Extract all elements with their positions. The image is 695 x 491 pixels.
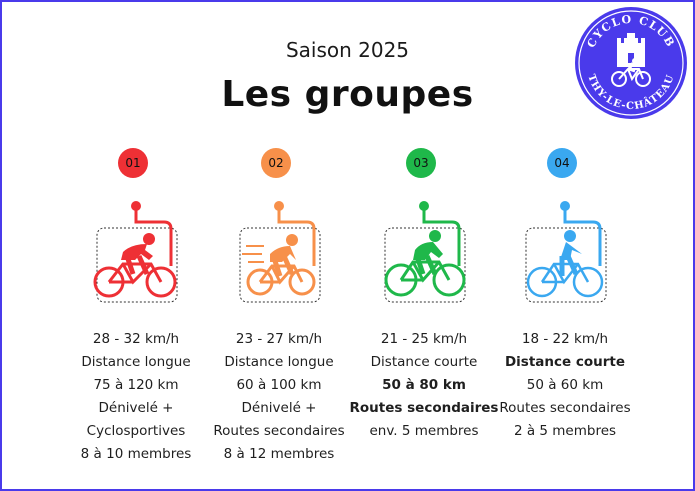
upright-cyclist-icon (525, 201, 607, 303)
group-distance-type: Distance courte (504, 354, 626, 370)
group-distance-type: Distance courte (370, 354, 478, 370)
group-details: 28 - 32 km/h Distance longue 75 à 120 km… (51, 328, 221, 466)
group-number-badge: 03 (406, 148, 436, 178)
group-members: 8 à 12 membres (223, 446, 335, 462)
group-distance: 60 à 100 km (236, 377, 322, 393)
group-terrain: Routes secondaires (349, 400, 499, 416)
group-distance: 50 à 80 km (382, 377, 466, 393)
club-logo-seal: CYCLO CLUB THY-LE-CHÂTEAU (575, 7, 687, 119)
speeding-cyclist-icon (239, 201, 321, 303)
group-terrain: Dénivelé + (98, 400, 174, 416)
group-members: env. 5 membres (369, 423, 479, 439)
group-speed: 21 - 25 km/h (380, 331, 468, 347)
group-number-badge: 04 (547, 148, 577, 178)
group-speed: 28 - 32 km/h (92, 331, 180, 347)
road-cyclist-icon (93, 201, 178, 303)
group-details: 21 - 25 km/h Distance courte 50 à 80 km … (339, 328, 509, 443)
group-speed: 23 - 27 km/h (235, 331, 323, 347)
group-speed: 18 - 22 km/h (521, 331, 609, 347)
group-terrain-extra: Routes secondaires (213, 423, 345, 439)
season-subtitle: Saison 2025 (285, 38, 410, 62)
cyclist-icon (384, 201, 466, 303)
group-members: 2 à 5 membres (513, 423, 617, 439)
page-title: Les groupes (221, 74, 474, 115)
club-logo: CYCLO CLUB THY-LE-CHÂTEAU (573, 5, 689, 121)
group-distance-type: Distance longue (224, 354, 334, 370)
group-terrain: Routes secondaires (499, 400, 631, 416)
group-terrain-extra: Cyclosportives (86, 423, 186, 439)
group-details: 23 - 27 km/h Distance longue 60 à 100 km… (194, 328, 364, 466)
group-distance: 75 à 120 km (93, 377, 179, 393)
group-number-badge: 02 (261, 148, 291, 178)
group-distance: 50 à 60 km (526, 377, 604, 393)
group-number-badge: 01 (118, 148, 148, 178)
group-details: 18 - 22 km/h Distance courte 50 à 60 km … (480, 328, 650, 443)
group-terrain: Dénivelé + (241, 400, 317, 416)
group-distance-type: Distance longue (81, 354, 191, 370)
group-members: 8 à 10 membres (80, 446, 192, 462)
